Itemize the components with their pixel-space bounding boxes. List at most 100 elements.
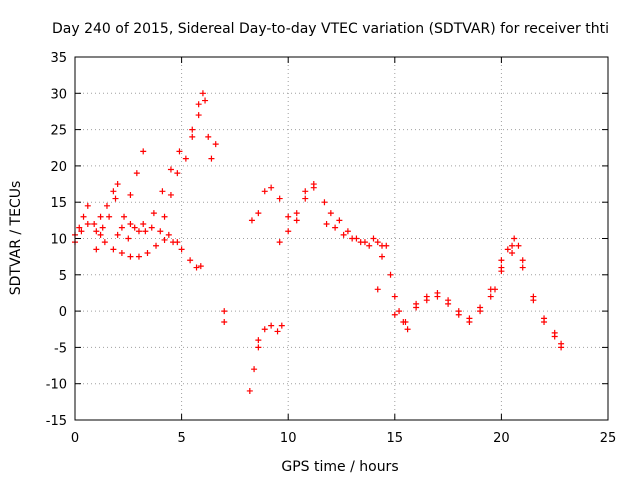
y-tick-label: 35 (50, 51, 67, 66)
data-point (153, 242, 160, 249)
series-arc-6 (125, 220, 181, 246)
series-arc-14 (276, 184, 317, 246)
data-point (302, 188, 309, 195)
y-tick-label: -15 (46, 414, 67, 429)
data-point (121, 213, 128, 220)
data-point (114, 231, 121, 238)
data-point (99, 224, 106, 231)
data-point (157, 228, 164, 235)
data-point (208, 155, 215, 162)
data-point (310, 184, 317, 191)
data-point (221, 318, 228, 325)
x-tick-label: 15 (387, 431, 404, 446)
data-point (374, 239, 381, 246)
data-point (323, 220, 330, 227)
data-point (293, 210, 300, 217)
data-point (268, 184, 275, 191)
data-point (255, 344, 262, 351)
series-arc-8 (161, 112, 202, 220)
data-point (293, 217, 300, 224)
data-point (212, 141, 219, 148)
data-point (509, 242, 516, 249)
data-point (336, 217, 343, 224)
x-tick-label: 25 (600, 431, 617, 446)
series-arc-20 (492, 235, 522, 293)
data-point (106, 213, 113, 220)
data-point (174, 170, 181, 177)
data-point (91, 220, 98, 227)
series-arc-2 (72, 202, 104, 238)
series-arc-18 (391, 242, 565, 347)
data-point (221, 308, 228, 315)
y-tick-label: 15 (50, 196, 67, 211)
series-arc-13 (248, 181, 317, 224)
data-point (148, 224, 155, 231)
data-point (255, 337, 262, 344)
data-point (285, 213, 292, 220)
data-point (504, 246, 511, 253)
data-point (182, 155, 189, 162)
data-point (509, 250, 516, 257)
data-point (511, 235, 518, 242)
y-tick-label: 20 (50, 160, 67, 175)
data-point (187, 257, 194, 264)
data-point (246, 387, 253, 394)
data-point (167, 166, 174, 173)
data-point (445, 300, 452, 307)
data-point (344, 228, 351, 235)
data-point (78, 228, 85, 235)
data-point (434, 293, 441, 300)
data-marks (72, 90, 565, 394)
data-point (195, 112, 202, 119)
data-point (391, 311, 398, 318)
data-point (140, 220, 147, 227)
data-point (202, 97, 209, 104)
data-point (498, 257, 505, 264)
x-tick-label: 10 (280, 431, 297, 446)
data-point (135, 228, 142, 235)
data-point (413, 300, 420, 307)
data-point (487, 293, 494, 300)
data-point (118, 250, 125, 257)
data-point (248, 217, 255, 224)
data-point (519, 264, 526, 271)
data-point (530, 297, 537, 304)
data-point (455, 308, 462, 315)
data-point (93, 228, 100, 235)
series-arc-15 (321, 199, 386, 249)
y-tick-label: 5 (59, 269, 67, 284)
data-point (383, 242, 390, 249)
series-arc-17 (374, 242, 411, 333)
series-arc-3 (93, 195, 142, 253)
data-point (189, 133, 196, 140)
data-point (519, 257, 526, 264)
data-point (261, 188, 268, 195)
x-tick-label: 5 (177, 431, 185, 446)
data-point (349, 235, 356, 242)
series-arc-19 (413, 250, 565, 351)
data-point (466, 315, 473, 322)
data-point (127, 220, 134, 227)
data-point (97, 231, 104, 238)
series-arc-12 (255, 322, 285, 344)
x-axis-label: GPS time / hours (281, 459, 398, 475)
data-point (205, 133, 212, 140)
data-point (366, 242, 373, 249)
data-point (551, 333, 558, 340)
series-arc-4 (97, 181, 121, 220)
data-point (110, 246, 117, 253)
data-point (127, 191, 134, 198)
y-tick-label: 25 (50, 124, 67, 139)
y-tick-label: 10 (50, 233, 67, 248)
series-arc-5 (114, 148, 147, 238)
series-arc-1 (72, 220, 204, 271)
data-point (167, 191, 174, 198)
data-point (261, 326, 268, 333)
data-point (251, 366, 258, 373)
data-point (133, 170, 140, 177)
data-point (558, 344, 565, 351)
data-point (112, 195, 119, 202)
data-point (195, 101, 202, 108)
data-point (76, 224, 83, 231)
data-point (174, 239, 181, 246)
